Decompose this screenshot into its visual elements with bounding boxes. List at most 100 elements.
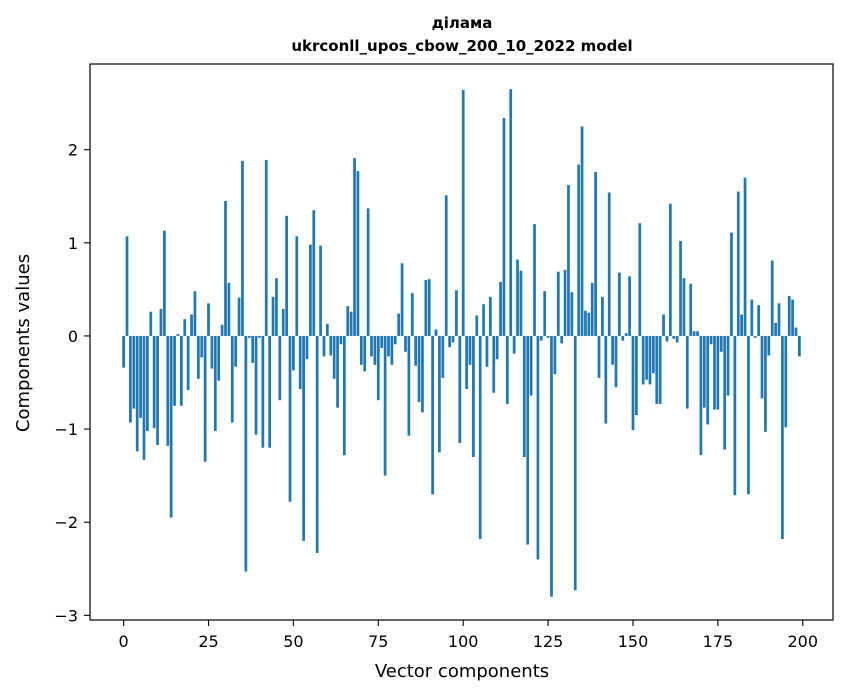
bar — [431, 335, 434, 495]
bar — [332, 335, 336, 379]
bar — [414, 335, 418, 366]
bar — [791, 299, 794, 336]
bar — [645, 335, 648, 380]
bar — [356, 171, 360, 336]
bar — [380, 335, 384, 349]
bar — [550, 335, 553, 597]
bar — [298, 335, 302, 390]
bar — [601, 296, 604, 336]
bar — [747, 335, 750, 495]
bar — [621, 335, 625, 341]
bar — [774, 322, 777, 336]
bar — [512, 335, 516, 354]
y-tick-label: 0 — [68, 327, 78, 346]
bars-group — [122, 89, 801, 597]
bar — [692, 331, 696, 336]
bar — [213, 335, 217, 431]
bar — [156, 335, 159, 445]
bar — [353, 158, 356, 336]
bar — [149, 311, 153, 336]
bar — [152, 335, 156, 429]
bar — [407, 335, 411, 436]
bar — [268, 335, 271, 448]
bar — [478, 335, 482, 539]
bar — [404, 335, 407, 352]
bar — [648, 335, 652, 385]
bar — [455, 290, 458, 336]
bar — [536, 335, 540, 560]
bar — [264, 159, 268, 336]
bar — [577, 164, 581, 336]
bar — [767, 335, 771, 356]
bar — [336, 335, 339, 408]
bar — [383, 335, 387, 476]
x-axis-ticks: 0 25 50 75 100 125 150 175 200 — [119, 620, 818, 651]
bar — [220, 324, 224, 336]
x-tick-label: 150 — [618, 632, 649, 651]
bar — [339, 335, 343, 345]
bar — [139, 335, 142, 418]
bar — [461, 90, 465, 336]
bar — [196, 335, 200, 379]
bar — [125, 236, 129, 336]
bar — [505, 335, 509, 404]
bar — [502, 118, 506, 336]
bar — [217, 335, 221, 381]
bar — [472, 335, 475, 458]
bar — [573, 335, 577, 591]
bar — [753, 335, 757, 338]
bar — [716, 335, 720, 410]
bar — [519, 270, 523, 336]
bar — [230, 335, 234, 423]
bar — [373, 335, 377, 365]
bar — [342, 335, 346, 456]
bar — [560, 335, 564, 344]
bar — [129, 335, 132, 423]
x-tick-label: 0 — [119, 632, 129, 651]
bar — [244, 335, 248, 572]
bar — [295, 236, 299, 336]
bar — [251, 335, 255, 363]
bar — [618, 272, 621, 336]
bar — [475, 315, 479, 336]
bar — [730, 232, 733, 336]
bar — [312, 210, 316, 336]
bar — [421, 335, 424, 413]
bar — [159, 308, 163, 336]
x-axis-label: Vector components — [375, 661, 549, 682]
bar — [417, 335, 421, 403]
bar — [397, 313, 401, 336]
bar — [662, 314, 665, 336]
bar — [709, 335, 713, 345]
y-tick-label: −1 — [54, 420, 78, 439]
bar — [781, 335, 784, 539]
bar — [370, 335, 373, 357]
bar — [203, 335, 207, 462]
bar — [458, 335, 462, 444]
bar — [611, 335, 614, 365]
x-tick-label: 100 — [448, 632, 479, 651]
bar — [200, 335, 204, 358]
bar — [346, 306, 350, 336]
bar — [122, 335, 125, 368]
bar — [522, 335, 526, 458]
bar — [315, 335, 319, 553]
bar — [696, 331, 699, 336]
y-tick-label: −2 — [54, 513, 78, 532]
bar — [628, 276, 631, 336]
bar — [237, 297, 241, 336]
bar — [309, 244, 312, 336]
bar — [699, 335, 703, 456]
bar — [390, 335, 394, 365]
bar — [509, 89, 513, 336]
bar — [489, 296, 492, 336]
bar — [736, 191, 740, 336]
bar — [499, 281, 502, 336]
bar — [366, 208, 370, 336]
bar — [614, 335, 618, 388]
bar — [682, 278, 686, 336]
bar — [580, 126, 584, 336]
bar — [495, 335, 499, 360]
bar — [363, 335, 367, 372]
bar — [292, 335, 295, 371]
